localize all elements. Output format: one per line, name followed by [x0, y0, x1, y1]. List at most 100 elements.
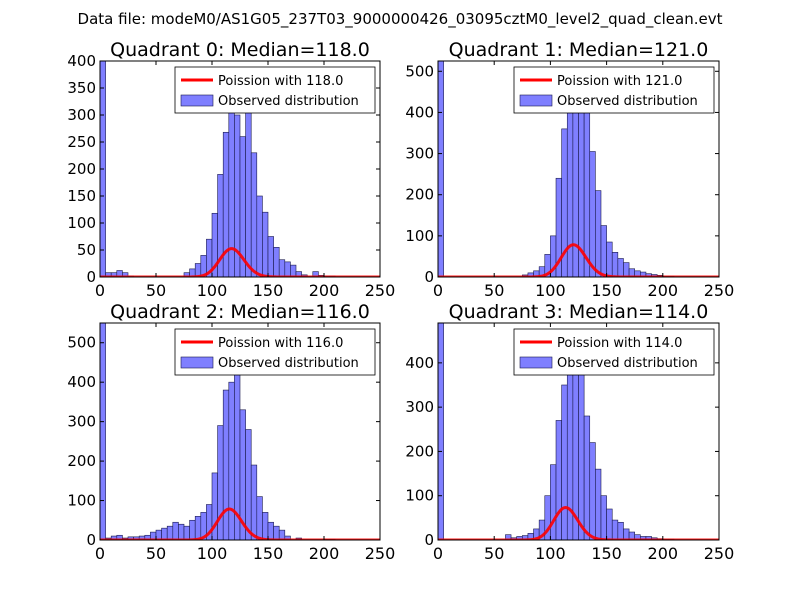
histogram-bar	[295, 271, 302, 277]
y-tick-label: 100	[67, 214, 96, 232]
legend-bar-swatch	[519, 356, 553, 369]
x-tick-label: 150	[591, 544, 622, 563]
y-tick-label: 300	[67, 413, 96, 431]
subplot-grid: 0 50 100 150 200 250 0 50 100 150 200 250 300 350 400 Q…	[67, 39, 734, 563]
legend-label-poisson: Poission with 118.0	[218, 74, 343, 89]
histogram-bar	[312, 271, 319, 277]
histogram-bar	[583, 110, 591, 277]
x-tick-label: 100	[197, 281, 228, 300]
y-tick-label: 250	[67, 133, 96, 151]
histogram-bar	[194, 516, 202, 540]
y-tick-label: 200	[405, 186, 434, 204]
histogram-bar	[267, 521, 274, 540]
y-tick-label: 100	[67, 492, 96, 510]
y-tick-label: 0	[424, 531, 434, 549]
histogram-bar	[273, 247, 280, 277]
poisson-curve	[100, 247, 380, 277]
histogram-bar	[550, 464, 557, 540]
histogram-bar	[600, 495, 607, 540]
x-tick-label: 150	[253, 544, 284, 563]
histogram-bar	[228, 381, 235, 540]
histogram-bar	[578, 371, 585, 540]
x-tick-label: 100	[197, 544, 228, 563]
legend-label-poisson: Poission with 116.0	[218, 336, 343, 351]
histogram-bar	[606, 241, 613, 277]
histogram-bar	[178, 523, 185, 540]
x-tick-label: 100	[535, 281, 566, 300]
histogram-bar	[600, 225, 607, 277]
histogram-bar	[589, 442, 596, 540]
histogram-bar	[290, 264, 297, 277]
x-tick-label: 50	[146, 281, 166, 300]
y-tick-label: 400	[67, 52, 96, 70]
poisson-curve	[438, 243, 719, 277]
histogram-bar	[250, 464, 258, 540]
histogram-bar	[561, 384, 568, 540]
histogram-bars	[100, 323, 336, 540]
poisson-curve	[438, 506, 719, 540]
histogram-bar	[267, 236, 274, 277]
histogram-bar	[505, 534, 512, 540]
histogram-bar	[262, 211, 269, 277]
axes-frame	[99, 322, 381, 541]
plot-content	[100, 323, 380, 540]
axes-frame	[437, 60, 720, 278]
x-tick-label: 0	[433, 281, 443, 300]
x-tick-label: 250	[365, 544, 396, 563]
panel-title: Quadrant 2: Median=116.0	[110, 301, 370, 323]
x-tick-label: 100	[535, 544, 566, 563]
y-tick-label: 0	[86, 531, 96, 549]
panel-title: Quadrant 0: Median=118.0	[110, 39, 370, 61]
x-tick-label: 150	[253, 281, 284, 300]
figure-suptitle: Data file: modeM0/AS1G05_237T03_90000004…	[78, 10, 723, 29]
y-tick-label: 400	[67, 373, 96, 391]
y-tick-label: 200	[67, 452, 96, 470]
histogram-bar	[555, 420, 562, 540]
histogram-bars	[438, 61, 675, 277]
quadrant-3-panel: 0 50 100 150 200 250 0 100 200 300 400 Quadrant 3: …	[405, 301, 734, 563]
histogram-bar	[278, 259, 286, 277]
y-tick-label: 500	[405, 62, 434, 80]
histogram-bar	[273, 525, 280, 540]
x-tick-label: 200	[648, 544, 679, 563]
legend-label-observed: Observed distribution	[557, 356, 698, 371]
y-tick-label: 200	[405, 442, 434, 460]
legend-label-poisson: Poission with 114.0	[557, 336, 682, 351]
y-tick-label: 0	[86, 268, 96, 286]
y-tick-label: 100	[405, 227, 434, 245]
histogram-bar	[222, 389, 230, 540]
histogram-bar	[566, 112, 574, 277]
histogram-bar	[172, 521, 179, 540]
histogram-bar	[278, 529, 286, 540]
quadrant-2-panel: 0 50 100 150 200 250 0 100 200 300 400 500 Quadrant …	[67, 301, 395, 563]
histogram-bar	[611, 252, 619, 277]
x-tick-label: 250	[365, 281, 396, 300]
y-tick-label: 0	[424, 268, 434, 286]
y-tick-label: 300	[405, 145, 434, 163]
legend-bar-swatch	[180, 94, 214, 107]
panel-title: Quadrant 3: Median=114.0	[449, 301, 709, 323]
histogram-bar	[595, 468, 602, 540]
histogram-bar	[189, 519, 196, 540]
y-tick-label: 50	[77, 241, 96, 259]
histogram-bar	[595, 190, 602, 277]
histogram-bars	[438, 323, 675, 540]
histogram-bar	[250, 152, 258, 277]
legend: Poission with 116.0 Observed distribution	[174, 328, 376, 376]
quadrant-0-panel: 0 50 100 150 200 250 0 50 100 150 200 250 300 350 400 Q…	[67, 39, 395, 300]
x-tick-label: 250	[704, 544, 735, 563]
histogram-bar	[611, 519, 619, 540]
histogram-bar	[583, 415, 591, 540]
y-tick-label: 200	[67, 160, 96, 178]
histogram-bar	[262, 512, 269, 540]
histogram-bar	[100, 323, 106, 540]
histogram-bar	[245, 88, 252, 277]
y-tick-label: 400	[405, 103, 434, 121]
axes-frame	[437, 322, 720, 541]
y-tick-label: 150	[67, 187, 96, 205]
y-tick-label: 100	[405, 487, 434, 505]
histogram-bar	[606, 508, 613, 540]
legend: Poission with 114.0 Observed distribution	[513, 328, 715, 376]
y-tick-label: 300	[67, 106, 96, 124]
